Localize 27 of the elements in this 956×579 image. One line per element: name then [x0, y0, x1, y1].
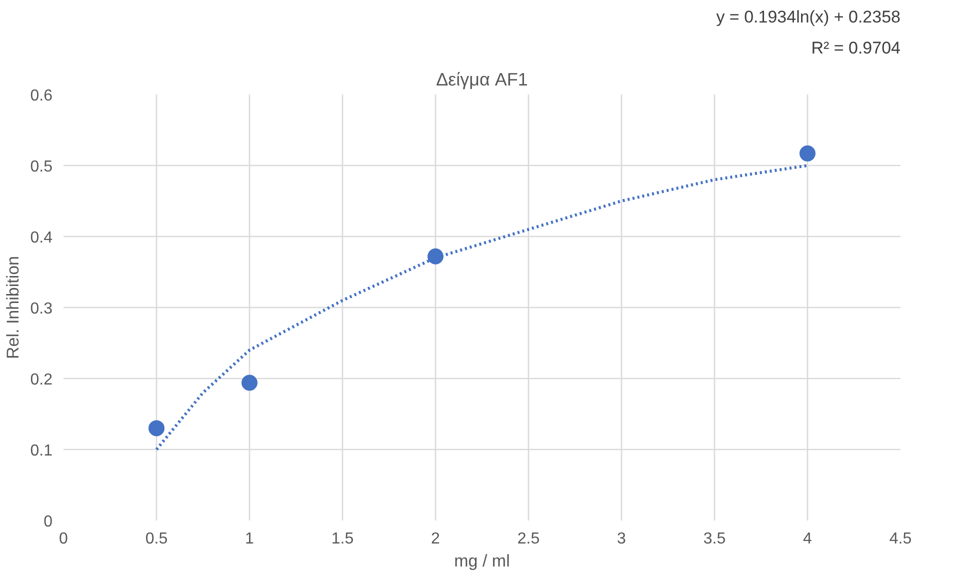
y-axis-title: Rel. Inhibition: [3, 256, 22, 359]
point: [428, 248, 444, 264]
x-tick-label: 1: [245, 530, 254, 548]
y-tick-label: 0.3: [30, 300, 53, 318]
x-tick-label: 4.5: [889, 530, 912, 548]
point: [242, 374, 258, 391]
x-tick-label: 1.5: [331, 530, 354, 548]
text: y = 0.1934ln(x) + 0.2358: [716, 8, 901, 26]
text: R² = 0.9704: [811, 38, 901, 58]
line-series: [155, 164, 809, 451]
y-tick-label: 0.5: [30, 158, 53, 176]
point: [148, 420, 164, 436]
y-tick-label: 0.6: [30, 88, 53, 104]
x-tick-label: 4: [803, 530, 812, 548]
chart-title: Δείγμα AF1: [436, 70, 528, 90]
y-tick-label: 0: [44, 514, 53, 530]
x-tick-label: 0: [59, 530, 68, 548]
y-tick-label: 0.4: [30, 230, 53, 246]
x-axis-title: mg / ml: [454, 552, 510, 570]
y-tick-label: 0.2: [30, 372, 53, 388]
x-tick-label: 3.5: [703, 530, 726, 548]
x-tick-label: 2: [431, 530, 440, 548]
x-tick-label: 3: [617, 530, 626, 548]
point: [800, 145, 816, 162]
x-tick-label: 0.5: [145, 530, 168, 548]
y-tick-label: 0.1: [30, 442, 53, 460]
x-tick-label: 2.5: [517, 530, 540, 548]
